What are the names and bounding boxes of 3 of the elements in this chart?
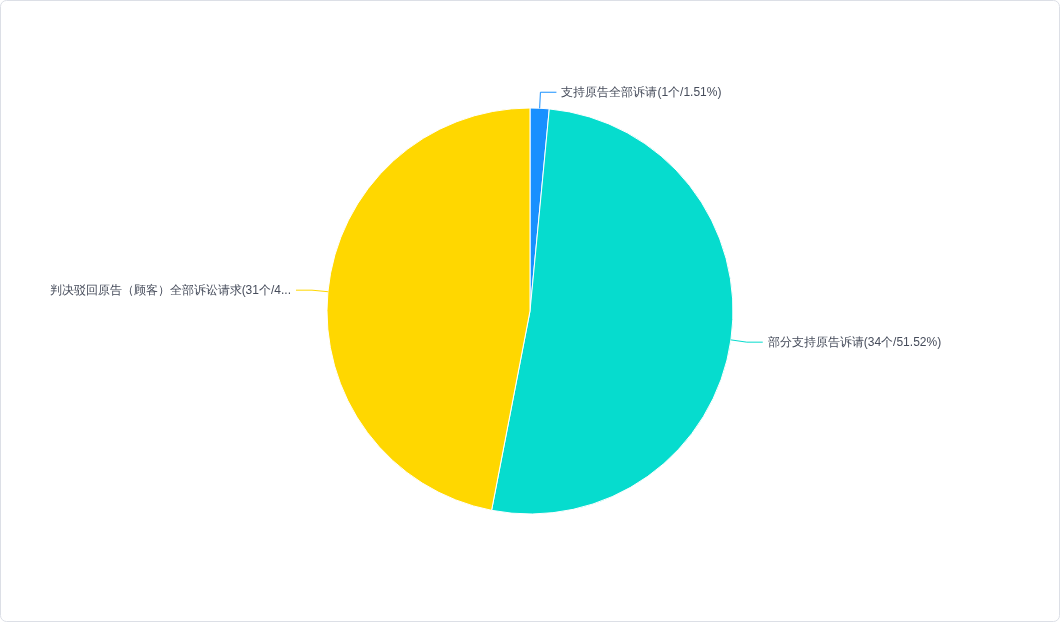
slice-label: 判决驳回原告（顾客）全部诉讼请求(31个/4... <box>49 283 291 298</box>
slice-label: 部分支持原告诉请(34个/51.52%) <box>767 335 942 350</box>
slice-label: 支持原告全部诉请(1个/1.51%) <box>561 85 722 100</box>
